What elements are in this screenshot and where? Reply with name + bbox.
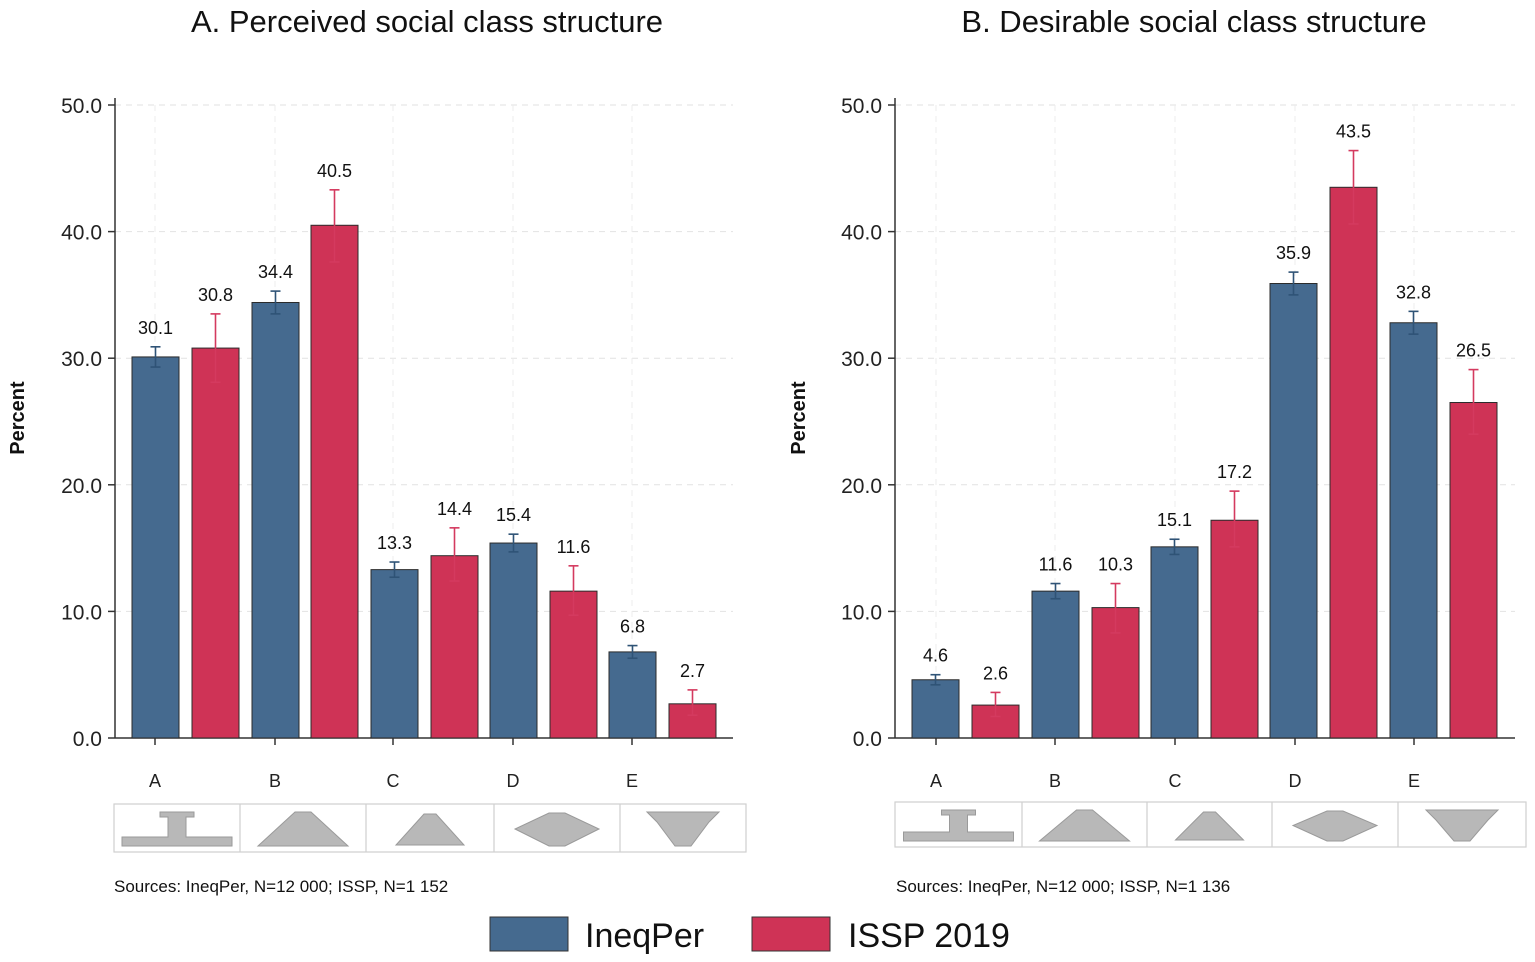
data-label: 40.5 [317, 161, 352, 181]
data-label: 2.6 [983, 663, 1008, 683]
panel-b-gridlines [895, 104, 1515, 738]
y-tick-label: 0.0 [853, 728, 882, 751]
data-label: 30.1 [138, 318, 173, 338]
legend-swatch-ineqper [489, 916, 569, 952]
panel-a-x-ticks: A B C D E [149, 738, 638, 791]
category-label-D: D [1289, 771, 1302, 791]
y-tick-label: 20.0 [61, 475, 102, 498]
bar-issp-E [1449, 402, 1498, 739]
panel-a-y-ticks: 0.0 10.0 20.0 30.0 40.0 50.0 [61, 95, 115, 751]
structure-b-pyramid-icon [256, 811, 350, 847]
structure-d-diamond-icon [1291, 810, 1379, 842]
y-tick-label: 30.0 [841, 348, 882, 371]
data-label: 4.6 [923, 646, 948, 666]
panel-b-y-ticks: 0.0 10.0 20.0 30.0 40.0 50.0 [841, 95, 895, 751]
bar-ineqper-A [911, 679, 960, 739]
category-label-D: D [507, 771, 520, 791]
panel-a-y-axis-label: Percent [7, 381, 29, 455]
panel-b-title: B. Desirable social class structure [961, 4, 1426, 39]
structure-e-inverted-icon [1424, 809, 1500, 842]
structure-e-inverted-icon [645, 811, 721, 847]
y-tick-label: 50.0 [841, 95, 882, 118]
bar-ineqper-D [1269, 283, 1318, 739]
structure-c-pyramid-icon [394, 813, 466, 846]
bar-ineqper-B [251, 301, 300, 739]
bar-ineqper-A [131, 356, 180, 739]
bar-ineqper-D [489, 542, 538, 739]
bar-issp-C [430, 555, 479, 739]
data-label: 13.3 [377, 533, 412, 553]
data-label: 2.7 [680, 661, 705, 681]
structure-b-pyramid-icon [1038, 809, 1131, 842]
panel-b: B. Desirable social class structure Perc… [788, 4, 1527, 896]
legend-label-issp: ISSP 2019 [848, 917, 1010, 955]
bar-issp-B [310, 224, 359, 739]
panel-b-source-note: Sources: IneqPer, N=12 000; ISSP, N=1 13… [896, 877, 1230, 896]
bar-issp-D [1329, 186, 1378, 739]
data-label: 11.6 [1039, 555, 1073, 575]
data-label: 10.3 [1098, 555, 1133, 575]
panel-a-structure-icons [113, 803, 747, 853]
bar-issp-A [191, 347, 240, 739]
legend-label-ineqper: IneqPer [585, 917, 704, 955]
data-label: 43.5 [1336, 122, 1371, 142]
category-label-B: B [269, 771, 281, 791]
category-label-E: E [626, 771, 638, 791]
data-label: 17.2 [1217, 462, 1252, 482]
category-label-A: A [930, 771, 942, 791]
data-label: 6.8 [620, 617, 645, 637]
category-label-A: A [149, 771, 161, 791]
data-label: 14.4 [437, 499, 472, 519]
data-label: 32.8 [1396, 282, 1431, 302]
y-tick-label: 10.0 [841, 601, 882, 624]
panel-a-bars: 30.1 34.4 13.3 15.4 6.8 30.8 40.5 14.4 11.6 2.7 [131, 161, 717, 739]
panel-a-source-note: Sources: IneqPer, N=12 000; ISSP, N=1 15… [114, 877, 448, 896]
category-label-B: B [1049, 771, 1061, 791]
data-label: 11.6 [557, 537, 591, 557]
data-label: 30.8 [198, 285, 233, 305]
panel-a-title: A. Perceived social class structure [191, 4, 663, 39]
bar-ineqper-E [608, 651, 657, 739]
category-label-E: E [1408, 771, 1420, 791]
panel-b-bars: 4.6 11.6 15.1 35.9 32.8 2.6 10.3 17.2 43.5 26.5 [911, 122, 1498, 739]
category-label-C: C [387, 771, 400, 791]
data-label: 26.5 [1456, 341, 1491, 361]
data-label: 15.1 [1157, 510, 1192, 530]
legend-swatch-issp [751, 916, 831, 952]
bar-ineqper-C [1150, 546, 1199, 739]
bar-ineqper-E [1389, 322, 1438, 739]
structure-a-t-shape-icon [121, 811, 233, 847]
bar-ineqper-B [1031, 590, 1080, 739]
y-tick-label: 30.0 [61, 348, 102, 371]
category-label-C: C [1169, 771, 1182, 791]
structure-a-t-shape-icon [903, 809, 1014, 842]
legend: IneqPer ISSP 2019 [489, 916, 1010, 955]
data-label: 15.4 [496, 505, 531, 525]
panel-b-y-axis-label: Percent [788, 381, 810, 455]
y-tick-label: 50.0 [61, 95, 102, 118]
panel-b-x-ticks: A B C D E [930, 738, 1420, 791]
data-label: 35.9 [1276, 243, 1311, 263]
structure-d-diamond-icon [513, 812, 601, 847]
data-label: 34.4 [258, 262, 293, 282]
panel-a: A. Perceived social class structure Perc… [7, 4, 747, 896]
bar-ineqper-C [370, 569, 419, 739]
y-tick-label: 40.0 [61, 222, 102, 245]
y-tick-label: 0.0 [73, 728, 102, 751]
structure-c-pyramid-icon [1174, 811, 1245, 841]
y-tick-label: 20.0 [841, 475, 882, 498]
bar-issp-C [1210, 519, 1259, 739]
y-tick-label: 40.0 [841, 222, 882, 245]
y-tick-label: 10.0 [61, 601, 102, 624]
panel-b-structure-icons [894, 801, 1527, 848]
